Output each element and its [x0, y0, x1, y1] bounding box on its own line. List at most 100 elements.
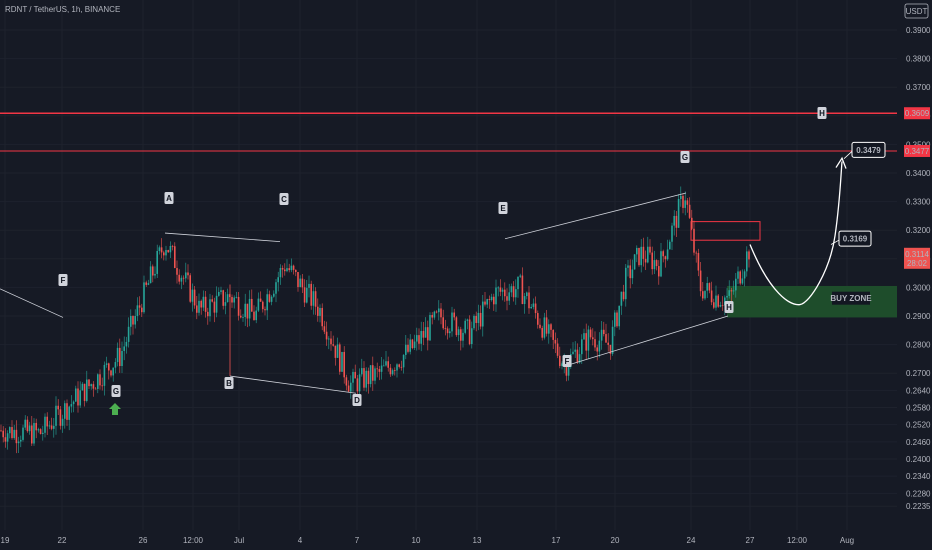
y-tick-label: 0.3300 [906, 198, 931, 207]
candle-body [99, 374, 101, 386]
candle-body [347, 385, 350, 392]
candle-body [90, 384, 92, 387]
candle-body [484, 301, 486, 305]
x-tick-label: 10 [412, 536, 421, 545]
candle-body [607, 342, 609, 345]
x-tick-label: 13 [473, 536, 482, 545]
candle-body [728, 290, 730, 296]
candle-body [561, 363, 563, 366]
candle-body [743, 271, 746, 279]
candle-body [387, 361, 389, 368]
candle-body [127, 326, 130, 342]
candle-body [686, 200, 689, 205]
candle-body [138, 305, 141, 308]
candle-body [361, 368, 363, 375]
candle-body [352, 371, 354, 383]
candle-body [697, 252, 700, 271]
x-tick-label: Aug [840, 536, 854, 545]
candle-body [651, 252, 653, 270]
candle-body [354, 371, 356, 379]
y-tick-label: 0.2640 [906, 386, 931, 395]
candle-body [625, 267, 627, 300]
candle-body [332, 344, 334, 346]
candle-body [341, 351, 343, 372]
price-badge-resistance-1-label: 0.3609 [905, 109, 930, 118]
target-2-label: 0.3479 [856, 146, 881, 155]
candle-body [554, 339, 557, 344]
candle-body [248, 298, 251, 319]
candle-body [108, 363, 110, 371]
candle-body [314, 291, 317, 307]
candle-body [17, 441, 20, 444]
candle-body [479, 312, 482, 327]
candle-body [528, 292, 530, 309]
candle-body [114, 362, 117, 368]
y-tick-label: 0.2460 [906, 438, 931, 447]
candle-body [567, 366, 570, 376]
candle-body [616, 312, 618, 327]
candle-body [631, 269, 634, 279]
candle-body [473, 315, 475, 329]
candle-body [136, 305, 139, 316]
candle-body [614, 312, 616, 327]
buy-zone-label-bg [832, 291, 870, 305]
candle-body [356, 378, 359, 392]
trend-line-fh [564, 315, 729, 367]
candle-body [290, 265, 293, 271]
candle-body [328, 338, 330, 340]
candle-body [42, 432, 44, 434]
candle-body [688, 204, 691, 218]
wave-label-f: F [61, 276, 66, 285]
candle-body [660, 251, 662, 277]
currency-badge[interactable] [904, 3, 929, 19]
candle-body [143, 282, 145, 313]
candle-body [59, 409, 62, 426]
candle-body [376, 368, 378, 370]
candle-body [4, 437, 7, 442]
y-tick-label: 0.3800 [906, 55, 931, 64]
candle-body [710, 290, 713, 303]
candle-body [539, 324, 541, 328]
price-badge-resistance-1 [904, 107, 930, 120]
candle-body [550, 324, 552, 330]
candle-body [334, 345, 337, 358]
candle-body [508, 292, 510, 301]
candle-body [526, 292, 528, 297]
candle-body [510, 286, 513, 293]
candle-body [178, 274, 180, 282]
candle-body [548, 324, 550, 334]
candle-body [33, 422, 35, 444]
candle-body [281, 267, 284, 270]
candle-body [132, 315, 134, 325]
candle-body [519, 275, 521, 277]
candle-body [171, 246, 174, 247]
candle-body [704, 290, 706, 299]
wave-label-box-b [224, 377, 234, 389]
candle-body [649, 246, 651, 253]
candle-body [88, 379, 90, 387]
candle-body [141, 307, 143, 313]
candle-body [295, 269, 297, 273]
candle-body [394, 370, 396, 372]
candle-body [662, 251, 664, 257]
candle-body [167, 250, 169, 253]
candle-body [391, 370, 394, 375]
candle-body [398, 364, 400, 367]
candle-body [721, 304, 724, 306]
candle-body [112, 367, 114, 376]
candle-body [163, 252, 165, 256]
candle-body [455, 317, 458, 336]
candle-body [312, 291, 315, 306]
candle-body [193, 289, 196, 306]
candle-body [44, 416, 46, 433]
candle-body [198, 300, 200, 313]
price-badge-last [904, 247, 930, 269]
candle-body [200, 300, 202, 308]
candle-body [587, 329, 590, 351]
candle-body [37, 429, 40, 431]
candle-body [101, 385, 103, 387]
candle-body [708, 283, 711, 291]
candle-body [275, 282, 277, 294]
